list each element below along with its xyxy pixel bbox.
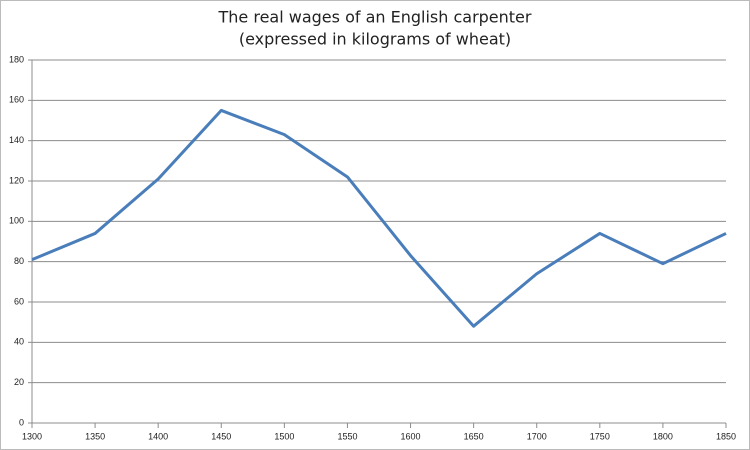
x-tick-label: 1300 — [22, 431, 42, 441]
y-tick-label: 60 — [14, 296, 24, 306]
x-tick-label: 1500 — [274, 431, 294, 441]
y-tick-label: 20 — [14, 377, 24, 387]
x-tick-label: 1600 — [401, 431, 421, 441]
data-line — [31, 108, 727, 328]
x-tick-label: 1800 — [653, 431, 673, 441]
y-tick-label: 0 — [19, 417, 24, 427]
y-tick-label: 140 — [9, 135, 24, 145]
y-tick-label: 180 — [9, 54, 24, 64]
x-tick-label: 1750 — [590, 431, 610, 441]
x-tick-label: 1700 — [527, 431, 547, 441]
y-tick-label: 160 — [9, 95, 24, 105]
y-tick-label: 80 — [14, 256, 24, 266]
y-tick-label: 120 — [9, 175, 24, 185]
x-tick-label: 1400 — [148, 431, 168, 441]
chart-subtitle: (expressed in kilograms of wheat) — [239, 30, 511, 49]
y-tick-label: 40 — [14, 337, 24, 347]
chart-title: The real wages of an English carpenter — [218, 8, 532, 27]
x-tick-label: 1550 — [337, 431, 357, 441]
x-tick-label: 1650 — [464, 431, 484, 441]
x-tick-label: 1350 — [85, 431, 105, 441]
x-tick-label: 1850 — [716, 431, 736, 441]
y-tick-label: 100 — [9, 216, 24, 226]
x-tick-label: 1450 — [211, 431, 231, 441]
